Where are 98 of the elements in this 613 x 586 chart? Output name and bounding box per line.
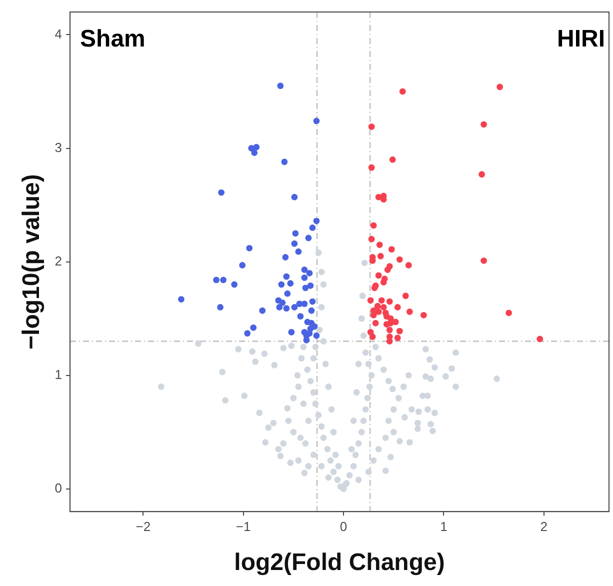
point [239, 262, 246, 268]
point [276, 304, 283, 310]
point [478, 171, 485, 178]
x-axis-title: log2(Fold Change) [234, 549, 445, 576]
point [259, 307, 266, 314]
point [288, 329, 295, 336]
point [496, 84, 504, 90]
point [402, 292, 409, 300]
x-tick-label: 0 [340, 518, 348, 534]
point [244, 330, 251, 337]
point [313, 218, 320, 224]
point [375, 308, 382, 315]
point [392, 318, 399, 326]
point [297, 313, 304, 320]
point [375, 272, 382, 279]
point [396, 256, 403, 263]
point [368, 123, 375, 130]
y-tick-label: 1 [54, 366, 62, 382]
point [282, 254, 289, 260]
point [378, 297, 385, 304]
point [394, 334, 401, 342]
point [295, 248, 302, 255]
point [305, 234, 312, 242]
point [536, 336, 544, 342]
point [277, 82, 284, 90]
x-tick-label: 2 [540, 518, 548, 534]
point [301, 274, 308, 281]
point [389, 156, 396, 163]
point [367, 297, 374, 304]
point [405, 262, 412, 268]
point [220, 276, 227, 284]
point [253, 144, 260, 150]
point [213, 276, 220, 284]
point [291, 240, 298, 247]
point [386, 326, 393, 334]
y-tick-label: 3 [54, 140, 62, 155]
x-tick-label: −1 [236, 518, 251, 534]
point [313, 332, 320, 339]
point [284, 290, 291, 297]
point [394, 304, 401, 310]
x-tick-label: 1 [440, 518, 448, 534]
point [246, 244, 253, 252]
point [371, 284, 378, 292]
annotation: Sham [80, 26, 146, 53]
point [386, 338, 393, 344]
point [309, 224, 316, 231]
point [480, 121, 487, 128]
point [250, 324, 257, 331]
point [301, 300, 308, 308]
point [376, 242, 383, 248]
annotation: HIRI [557, 26, 605, 53]
point [278, 281, 285, 288]
point [370, 222, 377, 229]
y-tick-label: 2 [54, 253, 62, 268]
point [377, 252, 384, 260]
point [309, 298, 316, 305]
point [281, 158, 288, 166]
point [231, 281, 238, 288]
point [283, 305, 290, 312]
y-tick-label: 4 [54, 26, 62, 42]
point [372, 320, 379, 326]
point [368, 236, 375, 242]
point [283, 273, 290, 280]
point [369, 334, 376, 340]
point [313, 118, 320, 124]
point [291, 304, 298, 310]
point [302, 284, 309, 292]
point [420, 312, 427, 318]
point [406, 308, 413, 315]
point [301, 266, 308, 273]
x-tick-label: −2 [136, 518, 151, 534]
point [306, 270, 313, 276]
point [374, 302, 381, 310]
point [217, 304, 224, 310]
point [368, 164, 375, 171]
point [178, 296, 184, 302]
point [218, 189, 224, 196]
point [307, 326, 314, 332]
point [480, 257, 487, 264]
point [370, 312, 377, 318]
point [384, 266, 391, 273]
point [386, 298, 393, 305]
y-axis-title: −log10(p value) [18, 174, 46, 350]
point [388, 246, 395, 253]
point [291, 194, 298, 200]
point [279, 299, 286, 306]
point [308, 307, 315, 314]
point [399, 88, 406, 95]
point [396, 328, 403, 334]
y-tick-label: 0 [54, 480, 62, 496]
point [292, 230, 299, 237]
point [287, 280, 294, 287]
point [251, 150, 258, 156]
point [380, 304, 387, 310]
point [303, 336, 310, 344]
point [380, 279, 387, 286]
point [506, 310, 512, 316]
point [307, 282, 314, 289]
